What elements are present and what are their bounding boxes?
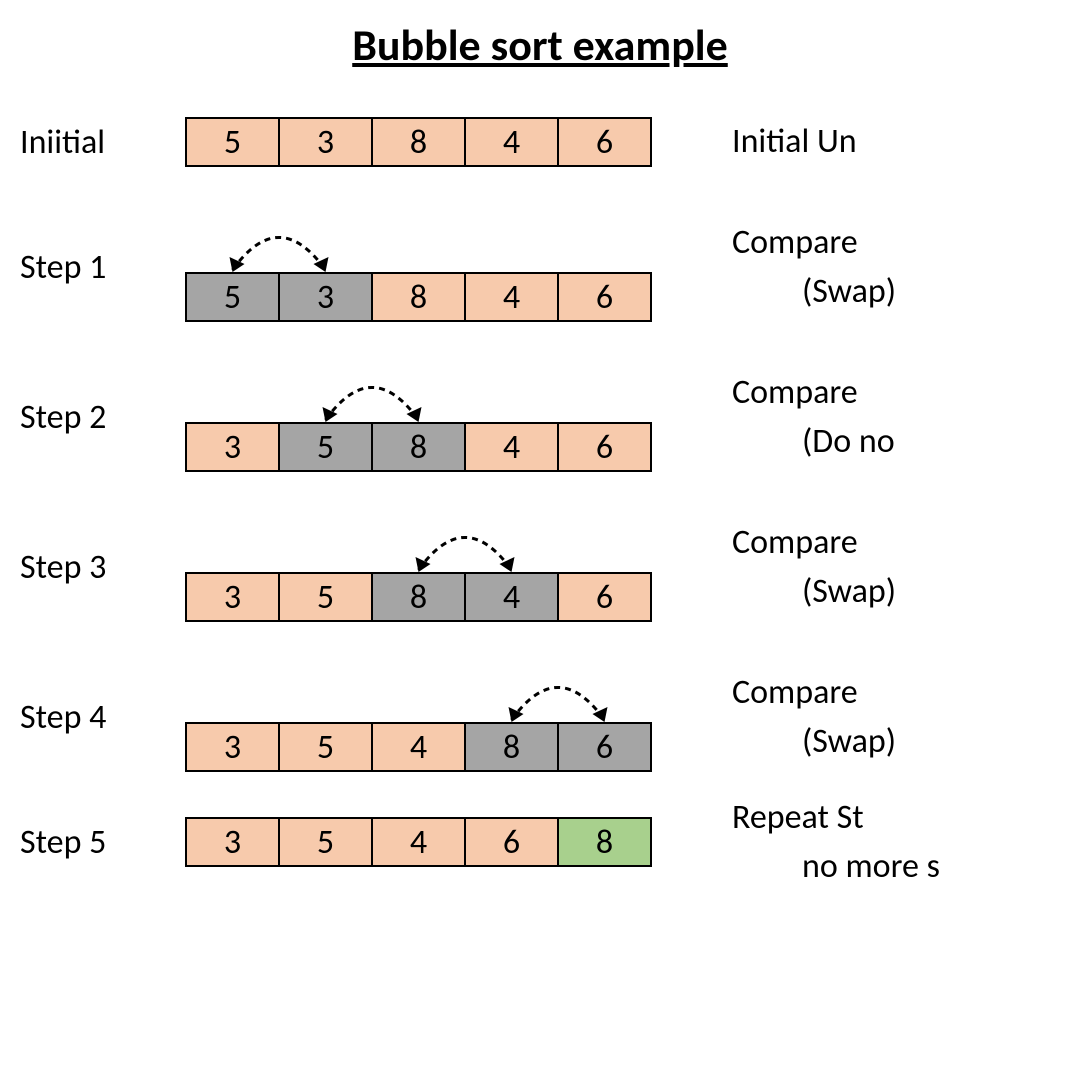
desc-line: Repeat St — [732, 793, 940, 842]
array-cell: 3 — [185, 817, 280, 867]
step-label: Step 1 — [20, 247, 185, 288]
step-row: Step 153846Compare(Swap) — [20, 192, 1080, 342]
array-cells: 53846 — [185, 117, 652, 167]
array-cell: 3 — [278, 272, 373, 322]
step-description: Initial Un — [652, 117, 857, 166]
desc-line: Compare — [732, 368, 895, 417]
array-cell: 5 — [278, 572, 373, 622]
array-cell: 4 — [464, 117, 559, 167]
array-cell: 5 — [185, 272, 280, 322]
array-cells: 35486 — [185, 722, 652, 772]
array-cell: 3 — [278, 117, 373, 167]
array-cell: 4 — [371, 722, 466, 772]
array-cell: 4 — [371, 817, 466, 867]
step-row: Step 435486Compare(Swap) — [20, 642, 1080, 792]
array-cell: 8 — [371, 572, 466, 622]
array-cell: 6 — [464, 817, 559, 867]
array-cell: 8 — [371, 117, 466, 167]
step-label: Step 3 — [20, 547, 185, 588]
array-cell: 6 — [557, 272, 652, 322]
array-cell: 8 — [464, 722, 559, 772]
step-row: Step 335846Compare(Swap) — [20, 492, 1080, 642]
step-row: Step 535468Repeat Stno more s — [20, 792, 1080, 892]
array-cell: 6 — [557, 422, 652, 472]
desc-line: (Do no — [732, 417, 895, 466]
step-description: Compare(Swap) — [652, 668, 896, 767]
array-cell: 5 — [278, 722, 373, 772]
step-row: Iniitial53846 Initial Un — [20, 92, 1080, 192]
step-row: Step 235846Compare(Do no — [20, 342, 1080, 492]
array-cell: 8 — [371, 422, 466, 472]
array-cell: 3 — [185, 572, 280, 622]
step-label: Step 5 — [20, 822, 185, 863]
step-label: Step 2 — [20, 397, 185, 438]
array-cell: 6 — [557, 572, 652, 622]
step-label: Step 4 — [20, 697, 185, 738]
step-label: Iniitial — [20, 122, 185, 163]
array-cell: 5 — [278, 817, 373, 867]
desc-line: Compare — [732, 218, 896, 267]
rows-container: Iniitial53846Initial UnStep 153846Compar… — [0, 92, 1080, 892]
desc-line: no more s — [732, 842, 940, 891]
array-cells: 35846 — [185, 572, 652, 622]
array-cells: 53846 — [185, 272, 652, 322]
desc-line: (Swap) — [732, 567, 896, 616]
desc-line: Compare — [732, 518, 896, 567]
array-cell: 3 — [185, 422, 280, 472]
array-cell: 6 — [557, 117, 652, 167]
array-cells: 35468 — [185, 817, 652, 867]
step-description: Compare(Do no — [652, 368, 895, 467]
desc-line: (Swap) — [732, 717, 896, 766]
array-cell: 5 — [278, 422, 373, 472]
step-description: Compare(Swap) — [652, 518, 896, 617]
step-description: Repeat Stno more s — [652, 793, 940, 892]
array-cell: 8 — [557, 817, 652, 867]
step-description: Compare(Swap) — [652, 218, 896, 317]
diagram-title: Bubble sort example — [0, 0, 1080, 82]
desc-line: Initial Un — [732, 117, 857, 166]
array-cell: 4 — [464, 272, 559, 322]
desc-line: (Swap) — [732, 267, 896, 316]
array-cell: 6 — [557, 722, 652, 772]
array-cells: 35846 — [185, 422, 652, 472]
desc-line: Compare — [732, 668, 896, 717]
array-cell: 5 — [185, 117, 280, 167]
array-cell: 8 — [371, 272, 466, 322]
array-cell: 4 — [464, 572, 559, 622]
array-cell: 3 — [185, 722, 280, 772]
array-cell: 4 — [464, 422, 559, 472]
